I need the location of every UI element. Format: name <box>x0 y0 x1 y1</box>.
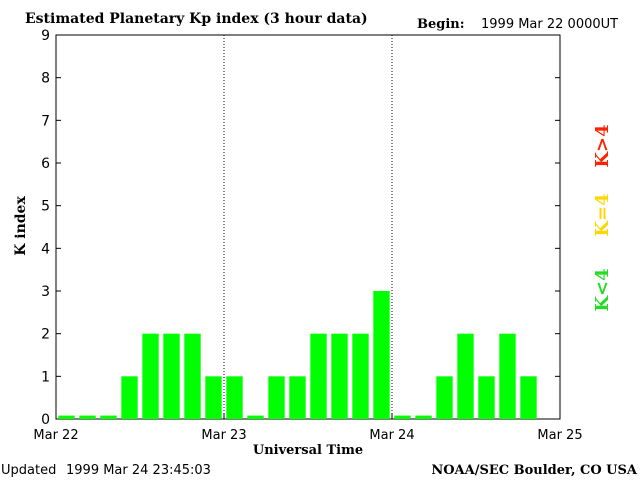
y-tick-label: 3 <box>41 284 50 300</box>
x-tick-label: Mar 24 <box>369 428 414 443</box>
source-label: NOAA/SEC Boulder, CO USA <box>431 463 638 478</box>
y-tick-label: 6 <box>41 156 50 172</box>
kp-bar <box>436 376 453 419</box>
kp-bar <box>373 291 390 419</box>
x-axis-label: Universal Time <box>253 443 363 458</box>
kp-bar <box>184 333 201 419</box>
plot-area: 0 1 2 3 4 5 6 7 8 9 Mar 22 Mar 23 Mar 24 Mar 25 <box>33 28 582 443</box>
y-tick-label: 2 <box>41 327 50 343</box>
y-tick-label: 8 <box>41 71 50 87</box>
y-tick-label: 0 <box>41 412 50 428</box>
chart-title: Estimated Planetary Kp index (3 hour dat… <box>25 11 368 27</box>
kp-bar <box>310 333 327 419</box>
updated-value: 1999 Mar 24 23:45:03 <box>66 463 211 478</box>
kp-bar <box>499 333 516 419</box>
kp-bar <box>163 333 180 419</box>
kp-bar <box>478 376 495 419</box>
y-tick-label: 9 <box>41 28 50 44</box>
y-tick-label: 4 <box>41 241 50 257</box>
kp-bar <box>79 415 96 419</box>
kp-bar <box>520 376 537 419</box>
kp-bar <box>205 376 222 419</box>
updated-label: Updated <box>1 463 56 478</box>
x-tick-label: Mar 25 <box>537 428 582 443</box>
y-tick-label: 5 <box>41 199 50 215</box>
kp-bar <box>121 376 138 419</box>
kp-bar <box>352 333 369 419</box>
kp-bar <box>247 415 264 419</box>
legend-entry: K=4 <box>592 193 613 236</box>
kp-bar <box>457 333 474 419</box>
kp-bar <box>58 415 75 419</box>
begin-value: 1999 Mar 22 0000UT <box>481 17 618 32</box>
begin-label: Begin: <box>417 17 465 32</box>
plot-frame <box>55 34 561 420</box>
kp-bar <box>100 415 117 419</box>
x-tick-label: Mar 23 <box>201 428 246 443</box>
legend-entry: K<4 <box>592 268 613 311</box>
kp-bar <box>142 333 159 419</box>
legend-entry: K>4 <box>592 124 613 167</box>
kp-bar <box>268 376 285 419</box>
kp-bar <box>394 415 411 419</box>
kp-bar <box>289 376 306 419</box>
x-tick-label: Mar 22 <box>33 428 78 443</box>
y-tick-label: 1 <box>41 369 50 385</box>
kp-bar <box>226 376 243 419</box>
y-axis-label: K index <box>13 196 29 256</box>
y-tick-label: 7 <box>41 113 50 129</box>
kp-bar <box>331 333 348 419</box>
kp-bar <box>415 415 432 419</box>
